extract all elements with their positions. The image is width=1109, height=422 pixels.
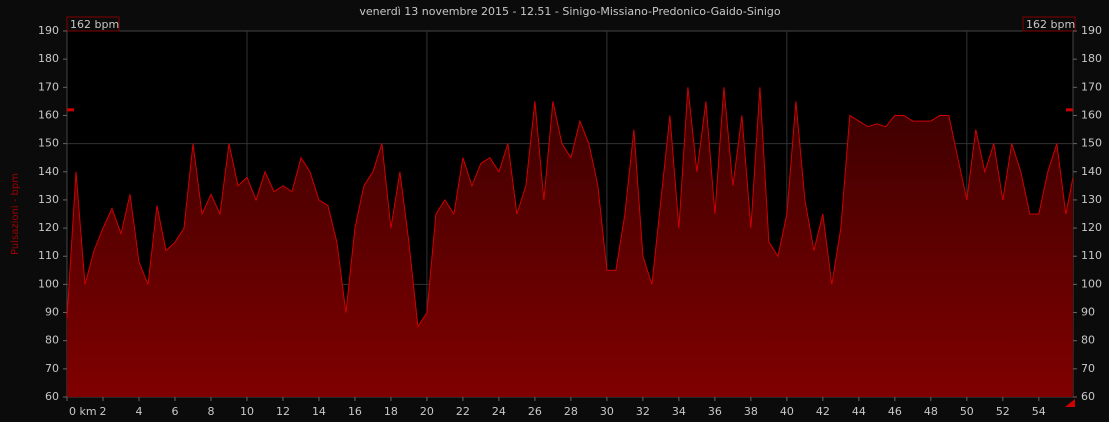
x-tick-label: 20 bbox=[420, 405, 434, 418]
y-tick-label: 140 bbox=[38, 165, 59, 178]
x-tick-label: 14 bbox=[312, 405, 326, 418]
area bbox=[67, 87, 1073, 398]
x-tick-label: 18 bbox=[384, 405, 398, 418]
y2-tick-label: 110 bbox=[1081, 249, 1102, 262]
x-tick-label: 8 bbox=[207, 405, 214, 418]
x-tick-label: 48 bbox=[924, 405, 938, 418]
annotation: 162 bpm bbox=[70, 18, 119, 31]
y2-tick-label: 130 bbox=[1081, 193, 1102, 206]
y-tick-label: 180 bbox=[38, 52, 59, 65]
y2-tick-label: 190 bbox=[1081, 24, 1102, 37]
y-tick-label: 120 bbox=[38, 221, 59, 234]
y-tick-label: 110 bbox=[38, 249, 59, 262]
corner-marker bbox=[1065, 399, 1075, 407]
x-tick-label: 28 bbox=[564, 405, 578, 418]
y2-tick-label: 90 bbox=[1081, 306, 1095, 319]
y-tick-label: 170 bbox=[38, 80, 59, 93]
y2-tick-label: 80 bbox=[1081, 334, 1095, 347]
x-tick-label: 16 bbox=[348, 405, 362, 418]
y-tick-label: 70 bbox=[45, 362, 59, 375]
x-tick-label: 10 bbox=[240, 405, 254, 418]
x-tick-label: 24 bbox=[492, 405, 506, 418]
y-tick-label: 130 bbox=[38, 193, 59, 206]
y-tick-label: 100 bbox=[38, 277, 59, 290]
y2-tick-label: 60 bbox=[1081, 390, 1095, 403]
y-tick-label: 90 bbox=[45, 306, 59, 319]
y-tick-label: 80 bbox=[45, 334, 59, 347]
x-tick-label: 22 bbox=[456, 405, 470, 418]
chart-title: venerdì 13 novembre 2015 - 12.51 - Sinig… bbox=[359, 5, 780, 18]
y2-tick-label: 100 bbox=[1081, 277, 1102, 290]
x-tick-label: 36 bbox=[708, 405, 722, 418]
y-tick-label: 160 bbox=[38, 108, 59, 121]
y2-tick-label: 160 bbox=[1081, 108, 1102, 121]
x-tick-label: 50 bbox=[960, 405, 974, 418]
x-tick-label: 52 bbox=[996, 405, 1010, 418]
x-tick-label: 54 bbox=[1032, 405, 1046, 418]
y2-tick-label: 150 bbox=[1081, 137, 1102, 150]
x-tick-label: 2 bbox=[99, 405, 106, 418]
x-tick-label: 44 bbox=[852, 405, 866, 418]
x-tick-label: 32 bbox=[636, 405, 650, 418]
annotation-box bbox=[1022, 16, 1076, 32]
y2-tick-label: 70 bbox=[1081, 362, 1095, 375]
y-tick-label: 190 bbox=[38, 24, 59, 37]
y-axis-label: Pulsazioni - bpm bbox=[10, 173, 21, 255]
annotation-box bbox=[66, 16, 120, 32]
x-tick-label: 38 bbox=[744, 405, 758, 418]
y-tick-label: 150 bbox=[38, 137, 59, 150]
x-tick-label: 4 bbox=[135, 405, 142, 418]
x-tick-label: 46 bbox=[888, 405, 902, 418]
y-tick-label: 60 bbox=[45, 390, 59, 403]
x-tick-label: 40 bbox=[780, 405, 794, 418]
x-tick-label: 12 bbox=[276, 405, 290, 418]
x-tick-label: 34 bbox=[672, 405, 686, 418]
x-tick-label: 42 bbox=[816, 405, 830, 418]
y2-tick-label: 140 bbox=[1081, 165, 1102, 178]
x-tick-label: 0 km bbox=[69, 405, 97, 418]
annotation: 162 bpm bbox=[1026, 18, 1075, 31]
y2-tick-label: 170 bbox=[1081, 80, 1102, 93]
x-tick-label: 30 bbox=[600, 405, 614, 418]
x-tick-label: 6 bbox=[171, 405, 178, 418]
y2-tick-label: 180 bbox=[1081, 52, 1102, 65]
line bbox=[66, 87, 1074, 329]
x-tick-label: 26 bbox=[528, 405, 542, 418]
y2-tick-label: 120 bbox=[1081, 221, 1102, 234]
